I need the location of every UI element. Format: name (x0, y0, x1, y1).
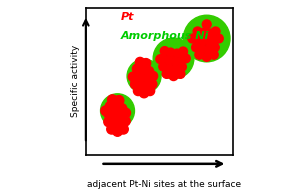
Circle shape (121, 108, 131, 118)
Circle shape (144, 67, 154, 76)
Circle shape (116, 111, 125, 121)
Circle shape (107, 95, 117, 105)
Circle shape (141, 59, 151, 68)
Circle shape (110, 110, 119, 120)
Circle shape (132, 64, 142, 74)
Circle shape (101, 94, 135, 128)
Text: Specific activity: Specific activity (71, 45, 80, 117)
Circle shape (202, 20, 211, 29)
Circle shape (166, 48, 175, 57)
Circle shape (104, 117, 113, 127)
Circle shape (206, 29, 214, 38)
Circle shape (169, 72, 178, 81)
Circle shape (110, 119, 119, 128)
Circle shape (204, 45, 213, 54)
Circle shape (202, 53, 211, 61)
Circle shape (188, 34, 197, 43)
Circle shape (120, 116, 130, 126)
Circle shape (148, 71, 158, 81)
Circle shape (133, 86, 143, 96)
Circle shape (198, 36, 207, 45)
Circle shape (127, 59, 161, 93)
Circle shape (142, 82, 152, 91)
Circle shape (176, 70, 185, 78)
Text: Amorphous Ni: Amorphous Ni (121, 31, 209, 41)
Circle shape (113, 126, 123, 136)
Circle shape (183, 15, 230, 62)
Circle shape (116, 119, 125, 129)
Circle shape (211, 35, 220, 44)
Circle shape (192, 43, 200, 52)
Circle shape (107, 124, 116, 134)
Circle shape (160, 47, 169, 56)
Circle shape (128, 72, 138, 82)
Circle shape (159, 54, 168, 63)
Circle shape (172, 49, 181, 58)
Circle shape (192, 35, 200, 44)
Circle shape (105, 101, 115, 111)
Circle shape (179, 47, 188, 56)
Circle shape (204, 37, 213, 46)
Circle shape (181, 54, 190, 63)
Circle shape (131, 71, 140, 81)
Circle shape (104, 109, 113, 119)
Text: Pt: Pt (121, 12, 135, 22)
Circle shape (136, 81, 146, 90)
Circle shape (172, 65, 181, 74)
Circle shape (138, 65, 148, 74)
Circle shape (199, 28, 208, 37)
Circle shape (153, 38, 194, 79)
Circle shape (114, 96, 124, 105)
Circle shape (198, 44, 207, 53)
Circle shape (101, 106, 110, 116)
Circle shape (195, 50, 204, 59)
Circle shape (193, 27, 202, 36)
Circle shape (214, 34, 223, 43)
Circle shape (178, 55, 186, 64)
Circle shape (147, 80, 157, 89)
Circle shape (156, 55, 165, 64)
Text: adjacent Pt-Ni sites at the surface: adjacent Pt-Ni sites at the surface (87, 180, 241, 189)
Circle shape (209, 50, 218, 59)
Circle shape (117, 104, 127, 113)
Circle shape (131, 80, 140, 89)
Circle shape (137, 73, 146, 82)
Circle shape (111, 102, 121, 112)
Circle shape (119, 124, 128, 134)
Circle shape (145, 86, 155, 96)
Circle shape (143, 74, 152, 83)
Circle shape (165, 56, 174, 65)
Circle shape (159, 62, 168, 71)
Circle shape (135, 57, 145, 67)
Circle shape (178, 62, 186, 71)
Circle shape (165, 64, 174, 73)
Circle shape (171, 57, 180, 66)
Circle shape (162, 70, 171, 78)
Circle shape (139, 88, 149, 98)
Circle shape (211, 27, 220, 36)
Circle shape (210, 43, 219, 52)
